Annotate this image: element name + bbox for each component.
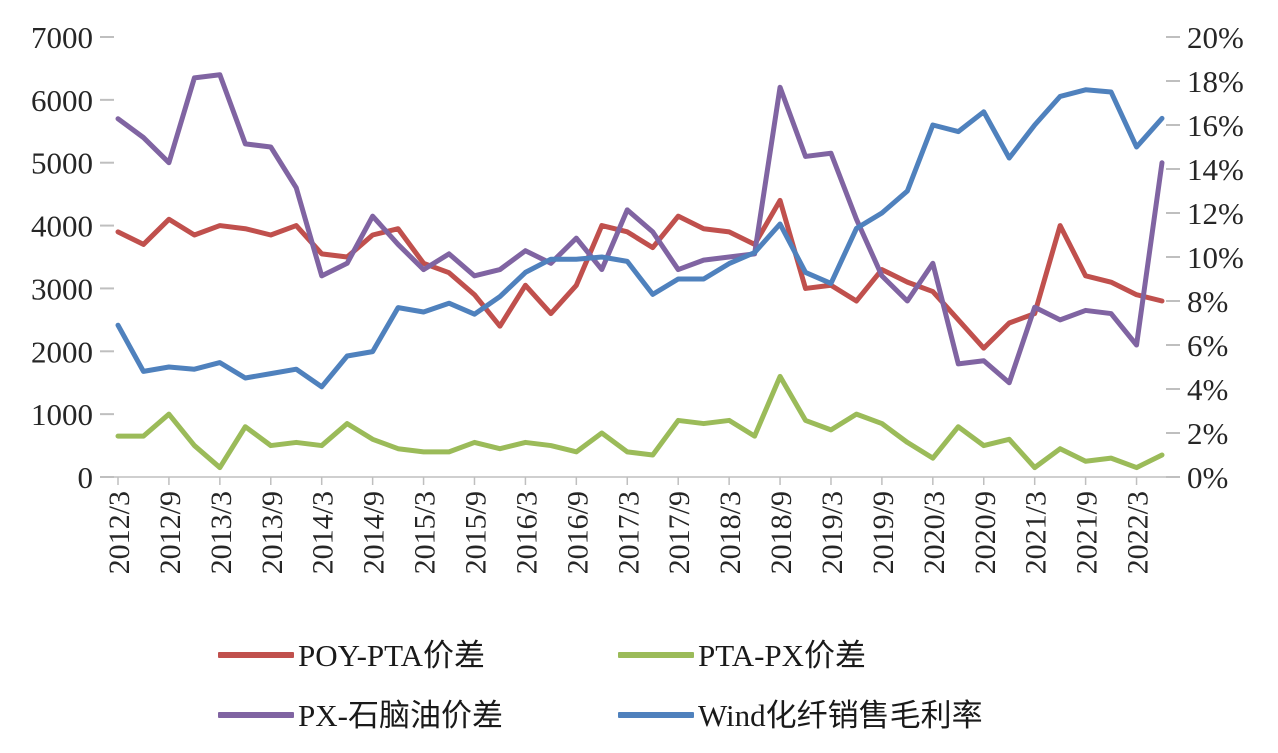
- legend-line-swatch-purple: [218, 712, 294, 718]
- x-axis-label: 2018/9: [765, 491, 798, 574]
- left-axis-label: 4000: [31, 209, 93, 244]
- legend-item-poy-pta: POY-PTA价差: [218, 634, 618, 676]
- right-axis-label: 14%: [1187, 152, 1244, 187]
- right-axis-label: 0%: [1187, 460, 1228, 495]
- left-axis-label: 5000: [31, 146, 93, 181]
- left-axis-label: 2000: [31, 334, 93, 369]
- right-axis-label: 18%: [1187, 64, 1244, 99]
- x-axis-label: 2012/9: [154, 491, 187, 574]
- series-line-3: [115, 87, 1165, 390]
- legend-label: PX-石脑油价差: [298, 697, 503, 733]
- x-axis-label: 2013/3: [205, 491, 238, 574]
- left-axis-label: 3000: [31, 271, 93, 306]
- left-axis-label: 1000: [31, 397, 93, 432]
- series-line-2: [115, 72, 1165, 386]
- x-axis-label: 2022/3: [1122, 491, 1155, 574]
- right-axis-label: 8%: [1187, 284, 1228, 319]
- series-line-0: [115, 197, 1165, 351]
- x-axis-label: 2017/3: [612, 491, 645, 574]
- x-axis-label: 2016/3: [510, 491, 543, 574]
- x-axis-label: 2018/3: [714, 491, 747, 574]
- x-axis-label: 2015/3: [409, 491, 442, 574]
- x-axis-label: 2012/3: [103, 491, 136, 574]
- legend-label: PTA-PX价差: [698, 637, 867, 673]
- chart-legend: POY-PTA价差 PTA-PX价差 PX-石脑油价差 Wind化纤销售毛利率: [218, 634, 983, 736]
- x-axis-label: 2019/3: [816, 491, 849, 574]
- right-axis-label: 12%: [1187, 196, 1244, 231]
- right-axis-label: 20%: [1187, 20, 1244, 55]
- legend-label: Wind化纤销售毛利率: [698, 697, 983, 733]
- x-axis-label: 2014/3: [307, 491, 340, 574]
- legend-line-swatch-red: [218, 652, 294, 658]
- legend-label: POY-PTA价差: [298, 637, 485, 673]
- x-axis-label: 2020/9: [969, 491, 1002, 574]
- x-axis-label: 2013/9: [256, 491, 289, 574]
- right-axis-label: 6%: [1187, 328, 1228, 363]
- right-axis-label: 10%: [1187, 240, 1244, 275]
- legend-line-swatch-blue: [618, 712, 694, 718]
- x-axis-label: 2021/9: [1071, 491, 1104, 574]
- left-axis-label: 7000: [31, 20, 93, 55]
- x-axis-label: 2019/9: [867, 491, 900, 574]
- legend-item-wind-margin: Wind化纤销售毛利率: [618, 694, 983, 736]
- x-axis-label: 2016/9: [561, 491, 594, 574]
- right-axis-label: 4%: [1187, 372, 1228, 407]
- legend-line-swatch-green: [618, 652, 694, 658]
- x-axis-label: 2014/9: [358, 491, 391, 574]
- x-axis-label: 2015/9: [459, 491, 492, 574]
- right-axis-label: 16%: [1187, 108, 1244, 143]
- x-axis-label: 2017/9: [663, 491, 696, 574]
- x-axis-label: 2020/3: [918, 491, 951, 574]
- left-axis-label: 6000: [31, 83, 93, 118]
- x-axis-label: 2021/3: [1020, 491, 1053, 574]
- legend-item-pta-px: PTA-PX价差: [618, 634, 983, 676]
- left-axis-label: 0: [78, 460, 94, 495]
- right-axis-label: 2%: [1187, 416, 1228, 451]
- series-line-1: [115, 373, 1165, 471]
- legend-item-px-naphtha: PX-石脑油价差: [218, 694, 618, 736]
